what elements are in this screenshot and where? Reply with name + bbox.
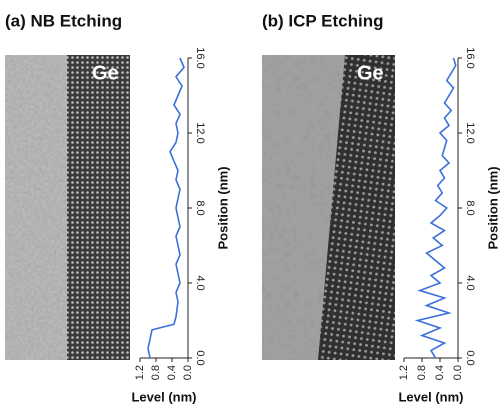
x-tick-label: 0.4 bbox=[166, 365, 178, 380]
profile-line bbox=[147, 57, 185, 359]
x-tick-label: 0.8 bbox=[416, 365, 428, 380]
tem-image-a bbox=[5, 55, 130, 360]
y-axis-label: Position (nm) bbox=[215, 166, 230, 249]
profile-line bbox=[414, 57, 457, 359]
y-tick-label: 4.0 bbox=[194, 275, 206, 290]
x-axis-label: Level (nm) bbox=[131, 389, 196, 404]
y-tick-label: 4.0 bbox=[464, 275, 476, 290]
y-tick-label: 16.0 bbox=[464, 47, 476, 68]
x-tick-label: 0.8 bbox=[150, 365, 162, 380]
y-tick-label: 8.0 bbox=[464, 200, 476, 215]
y-tick-label: 8.0 bbox=[194, 200, 206, 215]
y-tick-label: 16.0 bbox=[194, 47, 206, 68]
x-tick-label: 1.2 bbox=[398, 365, 410, 380]
tem-image-b bbox=[262, 55, 395, 360]
x-tick-label: 1.2 bbox=[134, 365, 146, 380]
y-axis-label: Position (nm) bbox=[485, 166, 500, 249]
x-tick-label: 0.0 bbox=[182, 365, 194, 380]
x-tick-label: 0.4 bbox=[434, 365, 446, 380]
y-tick-label: 0.0 bbox=[464, 350, 476, 365]
image-annotation: Ge bbox=[92, 62, 119, 84]
x-tick-label: 0.0 bbox=[452, 365, 464, 380]
y-tick-label: 12.0 bbox=[194, 122, 206, 143]
y-tick-label: 0.0 bbox=[194, 350, 206, 365]
panel-title: (a) NB Etching bbox=[5, 11, 122, 30]
x-axis-label: Level (nm) bbox=[398, 389, 463, 404]
image-annotation: Ge bbox=[357, 62, 384, 84]
y-tick-label: 12.0 bbox=[464, 122, 476, 143]
panel-title: (b) ICP Etching bbox=[262, 11, 384, 30]
